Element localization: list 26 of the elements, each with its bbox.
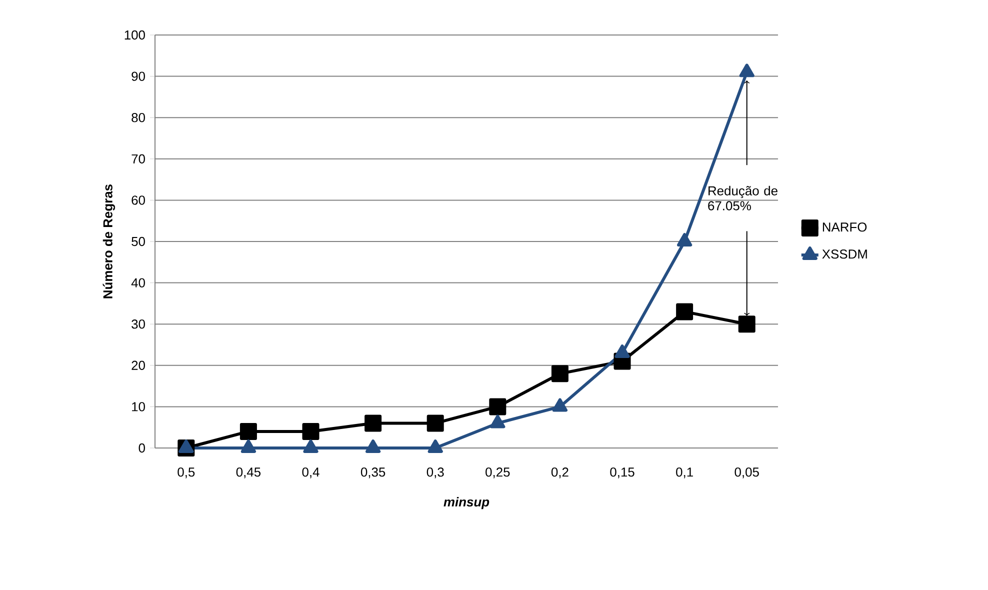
legend-label: NARFO bbox=[822, 222, 867, 232]
annotation: Redução de 67.05% bbox=[708, 186, 778, 210]
x-axis-title: minsup bbox=[444, 497, 490, 510]
y-tick-label: 80 bbox=[132, 113, 145, 122]
y-tick-label: 20 bbox=[132, 360, 145, 370]
y-tick-label: 90 bbox=[132, 72, 145, 81]
legend-label: XSSDM bbox=[822, 249, 867, 259]
y-tick-label: 70 bbox=[132, 154, 145, 164]
x-tick-label: 0,5 bbox=[178, 468, 195, 478]
y-tick-label: 50 bbox=[132, 236, 145, 246]
y-tick-label: 10 bbox=[132, 402, 145, 412]
y-tick-label: 60 bbox=[132, 196, 145, 205]
x-tick-label: 0,25 bbox=[486, 468, 510, 478]
y-tick-label: 100 bbox=[124, 30, 145, 40]
x-tick-label: 0,3 bbox=[426, 468, 444, 478]
x-tick-label: 0,15 bbox=[610, 468, 634, 478]
y-tick-label: 40 bbox=[131, 278, 145, 288]
x-tick-label: 0,2 bbox=[551, 468, 568, 478]
x-tick-label: 0,35 bbox=[360, 468, 386, 478]
y-axis-title: Número de Regras bbox=[102, 184, 116, 298]
x-tick-label: 0,4 bbox=[302, 468, 320, 478]
x-tick-label: 0,05 bbox=[734, 468, 759, 478]
x-tick-label: 0,45 bbox=[236, 468, 261, 478]
x-tick-label: 0,1 bbox=[676, 468, 693, 478]
y-tick-label: 30 bbox=[132, 320, 145, 329]
y-tick-label: 0 bbox=[138, 443, 145, 453]
